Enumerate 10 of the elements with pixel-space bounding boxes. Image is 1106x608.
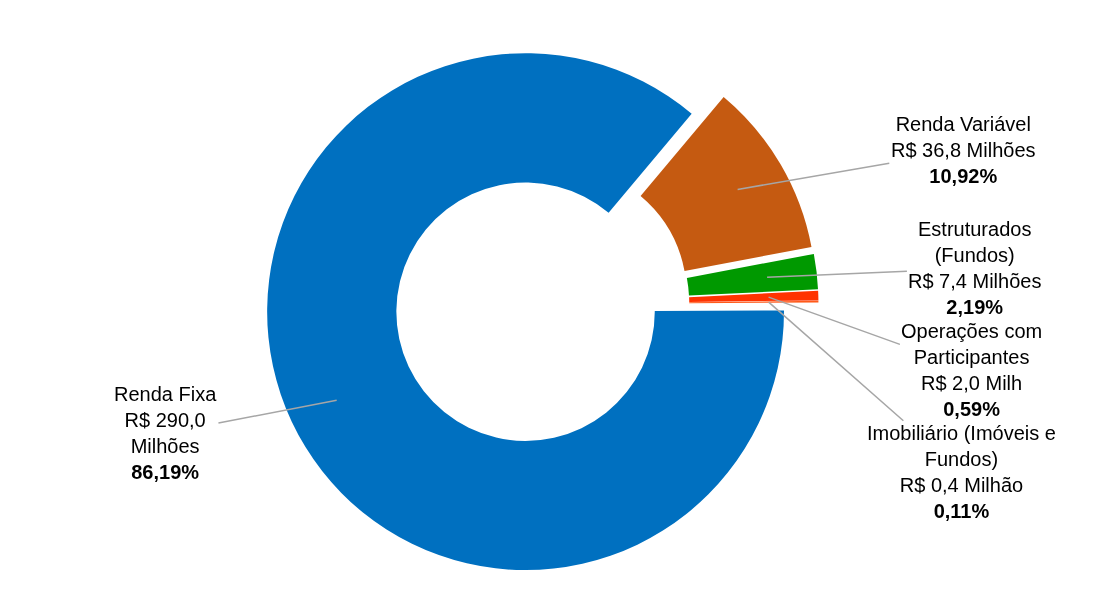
slice-label: Renda Fixa — [114, 383, 218, 405]
slice-label: Operações com Participantes — [901, 320, 1043, 368]
data-label: R$ 7,4 Milhões 2,19% — [908, 270, 1042, 318]
slice-label: Estruturados (Fundos) — [918, 218, 1032, 266]
data-label: R$ 290,0 Milhões 86,19% — [124, 409, 206, 483]
slice-label: Imobiliário (Imóveis e Fundos) — [867, 422, 1056, 470]
data-label: R$ 2,0 Milh 0,59% — [921, 372, 1023, 420]
data-label: R$ 36,8 Milhões 10,92% — [891, 139, 1036, 187]
data-label: R$ 0,4 Milhão 0,11% — [899, 474, 1024, 522]
slice-label: Renda Variável — [895, 113, 1031, 135]
